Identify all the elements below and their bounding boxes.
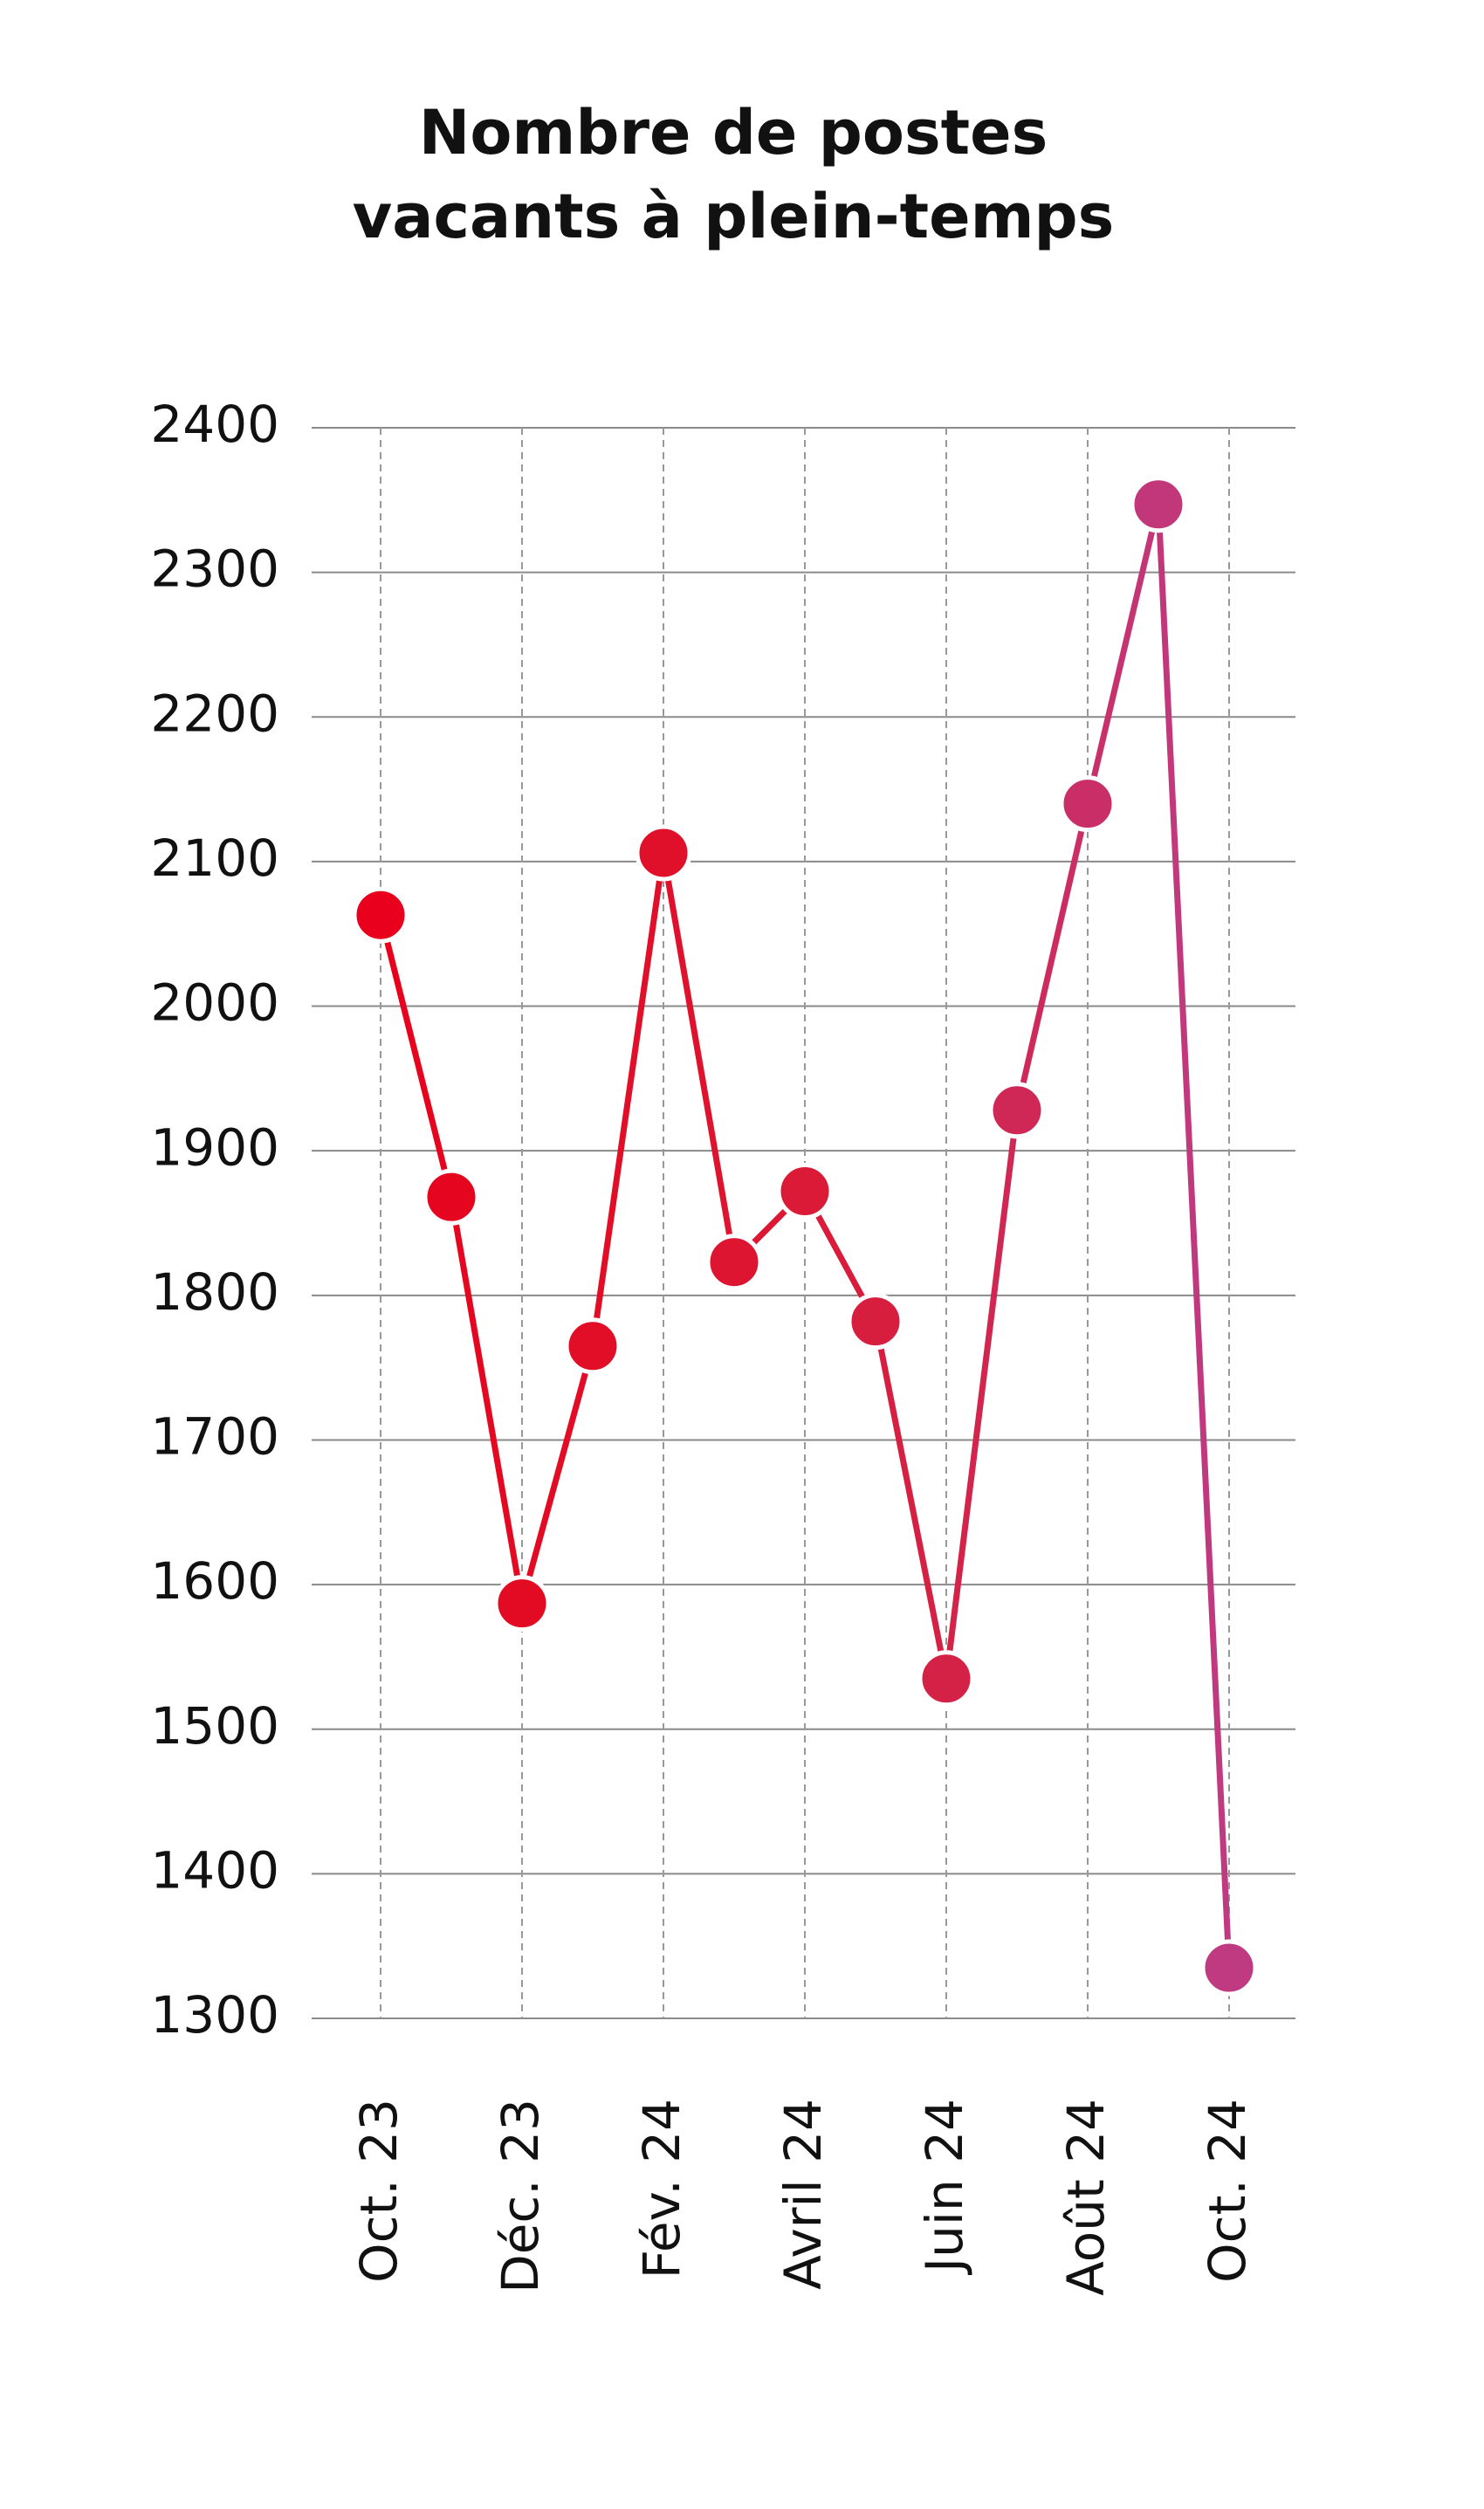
y-tick-label: 2200 [150, 684, 279, 743]
y-tick-label: 1300 [150, 1985, 279, 2045]
point [705, 1234, 763, 1291]
y-tick-label: 2300 [150, 540, 279, 599]
point [917, 1650, 975, 1708]
point [493, 1575, 551, 1633]
x-tick-label: Déc. 23 [491, 2099, 550, 2293]
point [1200, 1939, 1258, 1997]
point [988, 1082, 1046, 1139]
point [352, 886, 409, 944]
x-tick-label: Oct. 23 [349, 2099, 409, 2283]
x-tick-label: Avril 24 [773, 2099, 833, 2290]
x-tick-label: Juin 24 [915, 2099, 974, 2275]
point [776, 1163, 834, 1220]
point [423, 1168, 480, 1226]
x-tick-label: Août 24 [1056, 2099, 1116, 2296]
point [847, 1293, 904, 1351]
y-tick-label: 2000 [150, 973, 279, 1033]
y-tick-label: 1700 [150, 1407, 279, 1467]
point [564, 1317, 622, 1375]
y-tick-label: 1800 [150, 1262, 279, 1322]
chart-title: vacants à plein-temps [353, 181, 1115, 252]
y-tick-label: 1600 [150, 1551, 279, 1611]
x-tick-label: Oct. 24 [1198, 2099, 1257, 2283]
y-tick-label: 2100 [150, 828, 279, 888]
x-tick-label: Fév. 24 [632, 2099, 691, 2279]
y-tick-label: 2400 [150, 395, 279, 454]
point [1059, 775, 1116, 833]
point [1130, 476, 1187, 533]
chart-title: Nombre de postes [419, 97, 1048, 168]
y-tick-label: 1400 [150, 1840, 279, 1900]
point [635, 824, 692, 882]
y-tick-label: 1900 [150, 1117, 279, 1177]
y-tick-label: 1500 [150, 1696, 279, 1756]
